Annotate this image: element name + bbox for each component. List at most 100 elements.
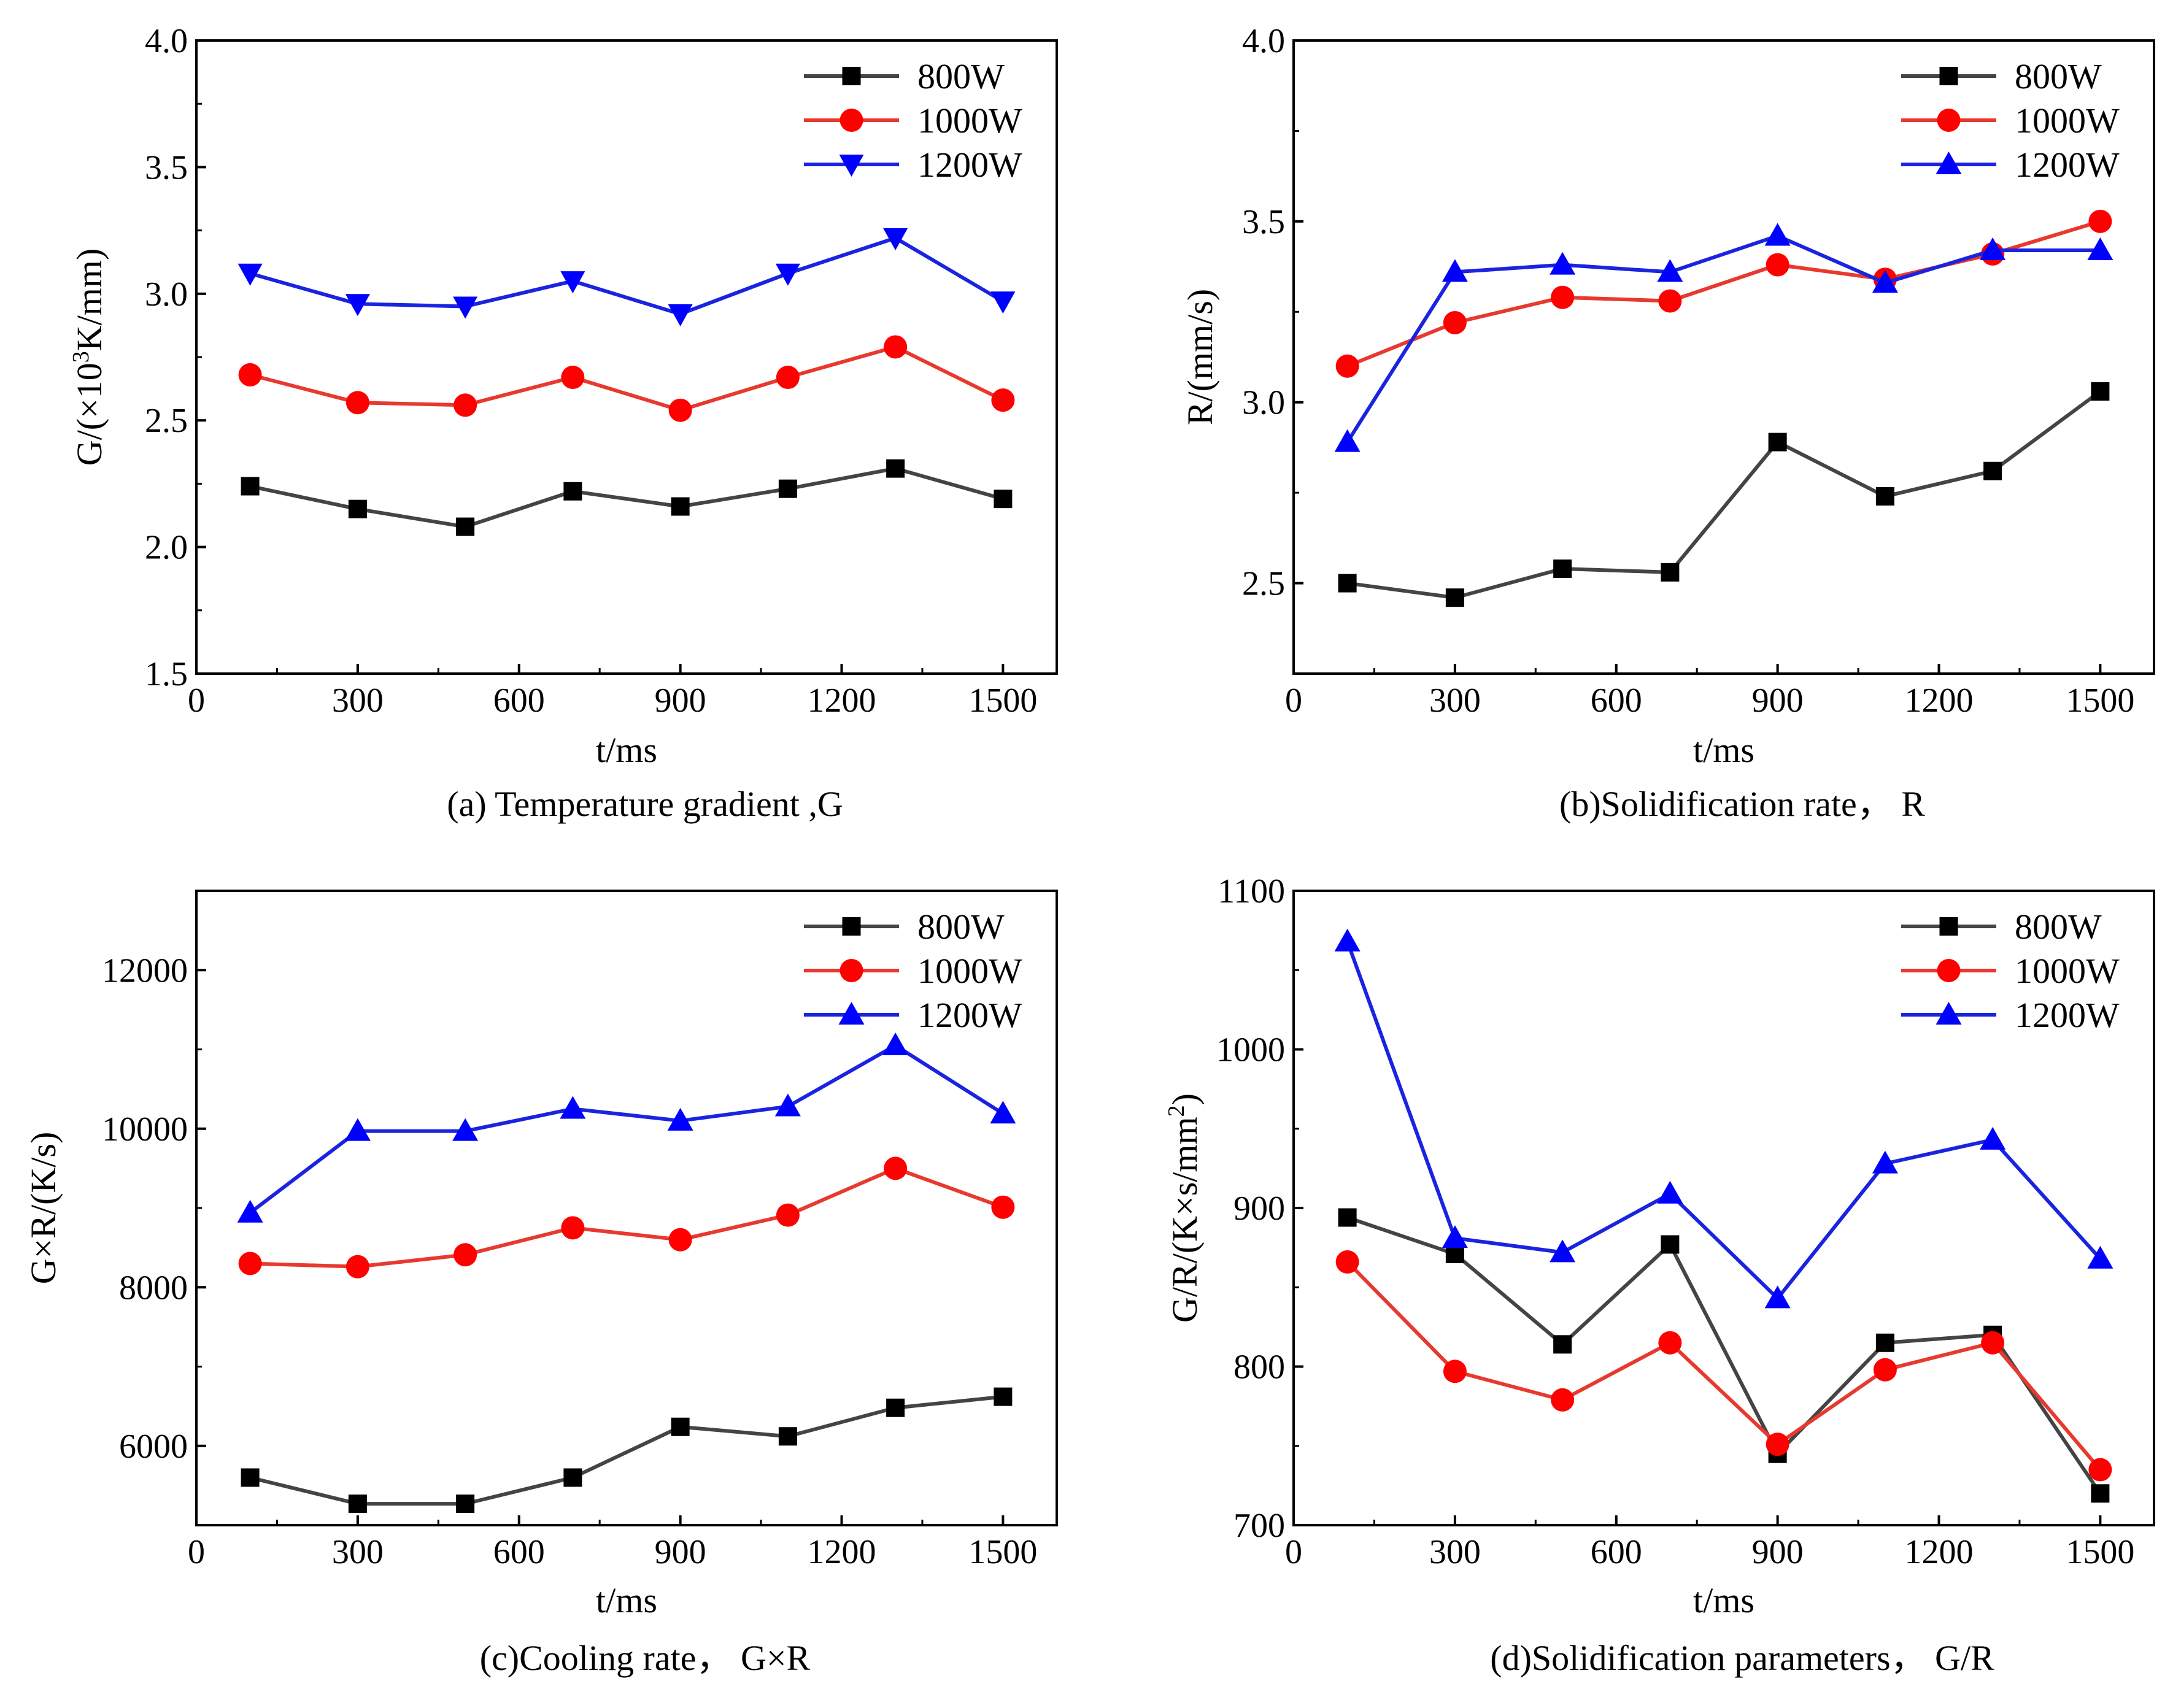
y-tick-label: 3.0	[1242, 384, 1285, 422]
x-tick-label: 600	[1591, 1533, 1642, 1571]
series-line-800W	[1347, 390, 2102, 600]
data-point-800W	[886, 459, 905, 478]
x-tick-label: 600	[493, 1533, 545, 1571]
data-point-1000W	[991, 1195, 1015, 1219]
legend-label-1000W: 1000W	[917, 951, 1022, 991]
y-tick-label: 4.0	[145, 22, 188, 60]
data-point-800W	[778, 1427, 797, 1446]
panel-caption: (d)Solidification parameters， G/R	[1490, 1638, 1994, 1678]
legend-marker-800W	[1939, 67, 1958, 85]
data-point-1000W	[1551, 285, 1575, 309]
series-line-1200W	[1345, 941, 2102, 1301]
legend-marker-1000W	[840, 959, 863, 982]
data-point-800W	[1338, 574, 1357, 593]
data-point-1000W	[776, 366, 800, 390]
series-line-1000W	[249, 345, 1004, 412]
data-point-1000W	[238, 363, 262, 387]
y-axis-title-part: )	[1165, 1093, 1205, 1105]
series-line-1000W	[1346, 1260, 2102, 1471]
x-tick-label: 1500	[968, 682, 1037, 720]
y-axis-title-superscript: 2	[1164, 1105, 1189, 1117]
y-tick-label: 6000	[119, 1428, 188, 1466]
y-axis-title-part: G×R/(K/s)	[23, 1132, 63, 1285]
data-point-1200W	[1657, 259, 1683, 282]
data-point-1200W	[453, 296, 478, 319]
legend-marker-1200W	[1936, 1002, 1962, 1025]
y-tick-label: 2.5	[1242, 565, 1285, 603]
chart-panel-a: 0 300 600 900 1200 1500 1.5 2.0 2.5 3.0 3.5 4.0 t/ms…	[68, 22, 1058, 824]
data-point-800W	[456, 1494, 475, 1514]
legend: 800W 1000W 1200W	[1901, 56, 2120, 185]
chart-panel-b: 0 300 600 900 1200 1500 2.5 3.0 3.5 4.0 t/ms R/(mm/…	[1180, 22, 2155, 824]
y-tick-label: 900	[1233, 1190, 1285, 1228]
x-tick-label: 300	[332, 682, 384, 720]
legend-marker-1200W	[839, 155, 864, 177]
data-point-800W	[1553, 1335, 1572, 1354]
data-point-1200W	[774, 1093, 801, 1117]
data-point-1200W	[1764, 223, 1791, 246]
x-axis-title: t/ms	[1693, 1580, 1754, 1620]
legend-marker-800W	[1939, 917, 1958, 936]
legend-label-1000W: 1000W	[2015, 101, 2120, 140]
data-point-800W	[994, 490, 1013, 509]
x-tick-label: 300	[1429, 682, 1481, 720]
data-point-1000W	[2088, 1458, 2112, 1482]
legend-marker-1200W	[1936, 152, 1962, 174]
data-point-1000W	[1335, 1250, 1359, 1274]
x-tick-label: 1200	[808, 682, 876, 720]
data-point-800W	[1983, 461, 2002, 480]
data-point-1200W	[1442, 259, 1468, 282]
legend-marker-1000W	[840, 109, 863, 132]
legend-marker-800W	[842, 67, 861, 85]
x-axis-title: t/ms	[596, 1580, 657, 1620]
x-tick-label: 0	[1285, 1533, 1302, 1571]
plot-frame	[1292, 39, 2155, 675]
y-tick-label: 700	[1233, 1507, 1285, 1545]
data-point-1000W	[1766, 253, 1789, 277]
legend-label-1200W: 1200W	[917, 995, 1022, 1035]
legend-marker-1000W	[1937, 109, 1961, 132]
data-point-1000W	[668, 398, 692, 422]
x-tick-label: 300	[332, 1533, 384, 1571]
data-point-1200W	[452, 1118, 479, 1141]
data-point-1200W	[1764, 1285, 1791, 1309]
panel-caption: (a) Temperature gradient ,G	[447, 784, 843, 824]
data-point-1200W	[2087, 237, 2113, 261]
x-tick-label: 0	[1285, 682, 1302, 720]
data-point-1000W	[884, 335, 908, 359]
legend-label-1000W: 1000W	[2015, 951, 2120, 991]
data-point-800W	[1875, 487, 1894, 506]
data-point-800W	[1768, 433, 1787, 452]
data-point-1200W	[2087, 1245, 2113, 1269]
series-line-1000W	[1346, 219, 2101, 368]
y-tick-label: 12000	[102, 952, 188, 990]
data-point-1200W	[560, 271, 585, 294]
data-point-1000W	[561, 366, 585, 390]
y-axis-title: G/R/(K×s/mm2)	[1164, 1093, 1205, 1323]
legend-label-1200W: 1200W	[2015, 145, 2120, 185]
panel-caption: (c)Cooling rate， G×R	[480, 1638, 811, 1678]
data-point-1200W	[344, 1118, 371, 1141]
data-point-1200W	[883, 228, 908, 250]
legend-label-800W: 800W	[917, 56, 1005, 96]
data-point-1200W	[1657, 1180, 1683, 1204]
series-line-1200W	[249, 236, 1004, 316]
y-tick-label: 1100	[1218, 872, 1285, 910]
data-point-1000W	[345, 391, 369, 415]
data-point-1000W	[561, 1216, 585, 1240]
data-point-1200W	[237, 1199, 263, 1223]
chart-panel-d: 0 300 600 900 1200 1500 700 800 900 1000 1100 t/ms G…	[1164, 872, 2155, 1678]
series-line-800W	[1346, 1215, 2102, 1494]
y-axis-title: G/(×103K/mm)	[68, 248, 109, 466]
data-point-1000W	[1443, 310, 1467, 334]
data-point-1200W	[1550, 252, 1576, 275]
data-point-800W	[671, 497, 690, 516]
data-point-1200W	[1872, 270, 1898, 293]
data-point-800W	[671, 1417, 690, 1436]
y-tick-label: 3.5	[1242, 203, 1285, 241]
x-tick-label: 1500	[2066, 682, 2134, 720]
data-point-1000W	[668, 1228, 692, 1252]
legend-label-1200W: 1200W	[917, 145, 1022, 185]
legend-label-800W: 800W	[917, 907, 1005, 947]
